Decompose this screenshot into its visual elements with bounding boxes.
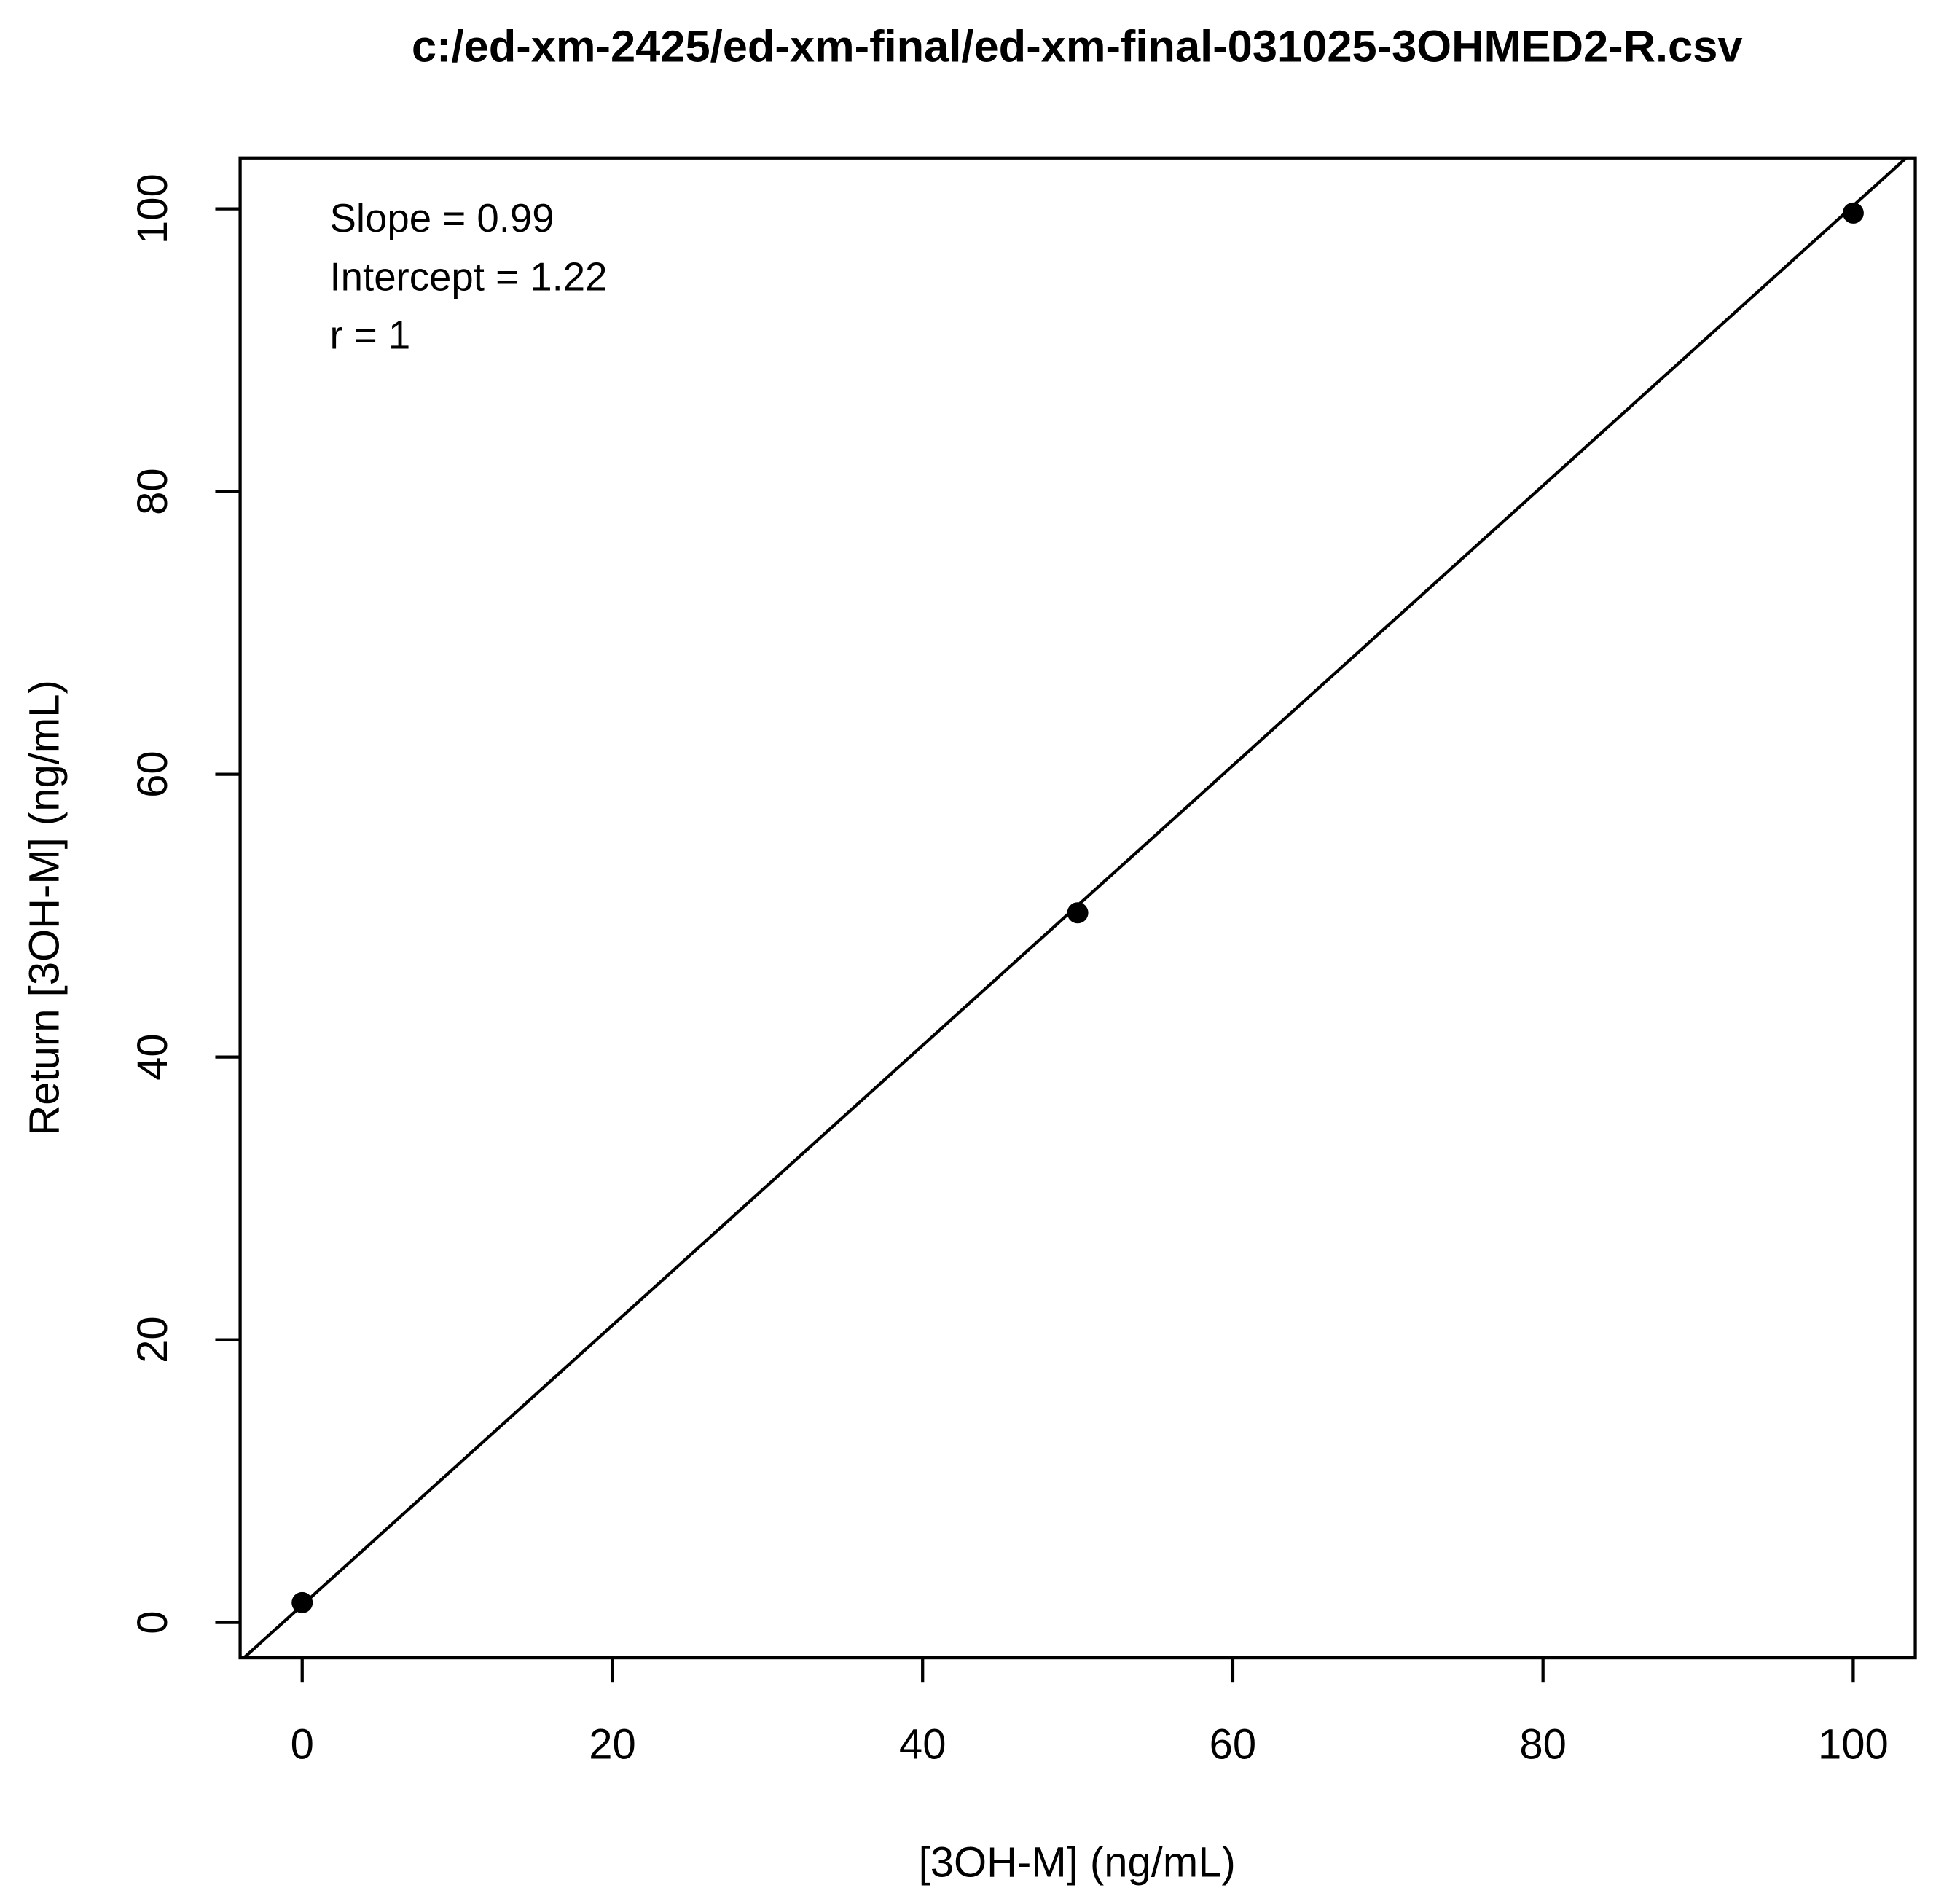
y-tick-label: 0 xyxy=(129,1610,176,1634)
x-tick-label: 100 xyxy=(1818,1720,1889,1768)
y-tick-label: 40 xyxy=(129,1033,176,1081)
chart-title: c:/ed-xm-2425/ed-xm-final/ed-xm-final-03… xyxy=(412,22,1743,72)
x-tick-label: 40 xyxy=(899,1720,946,1768)
point xyxy=(291,1591,313,1613)
y-axis-label: Return [3OH-M] (ng/mL) xyxy=(20,680,68,1135)
x-tick-label: 0 xyxy=(291,1720,314,1768)
x-tick-label: 80 xyxy=(1519,1720,1567,1768)
point xyxy=(1842,202,1864,224)
point xyxy=(1067,902,1089,924)
plot-frame xyxy=(238,156,1917,1660)
y-tick-label: 20 xyxy=(129,1316,176,1363)
y-tick-label: 80 xyxy=(129,468,176,515)
annotation: Slope = 0.99 xyxy=(329,196,554,240)
x-axis-label: [3OH-M] (ng/mL) xyxy=(919,1838,1236,1886)
x-tick-label: 60 xyxy=(1210,1720,1257,1768)
x-tick-label: 20 xyxy=(589,1720,636,1768)
y-tick-label: 60 xyxy=(129,751,176,798)
y-tick-label: 100 xyxy=(129,173,176,244)
annotation: Intercept = 1.22 xyxy=(329,254,607,299)
annotation: r = 1 xyxy=(329,313,410,358)
